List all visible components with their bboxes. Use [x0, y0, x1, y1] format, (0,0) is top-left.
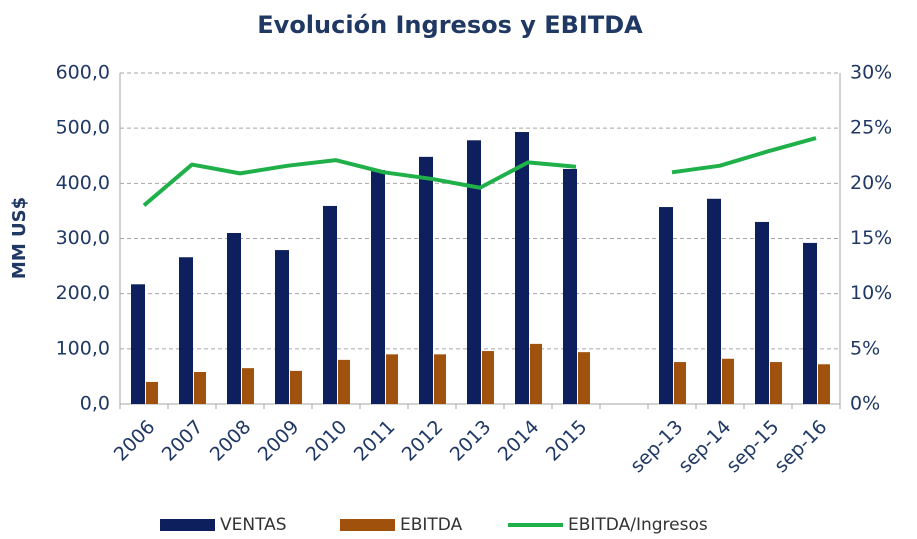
y2-tick-label: 10%: [850, 282, 892, 304]
bar: [419, 156, 433, 404]
y-tick-label: 500,0: [56, 117, 110, 139]
x-tick-label: 2006: [110, 416, 160, 466]
y-tick-label: 200,0: [56, 282, 110, 304]
bar: [530, 343, 542, 404]
bar: [242, 368, 254, 404]
x-tick-label: 2013: [446, 416, 496, 466]
x-tick-label: 2014: [494, 416, 544, 466]
bar: [323, 205, 337, 404]
x-tick-label: 2010: [302, 416, 352, 466]
bar: [194, 372, 206, 404]
x-tick-label: 2012: [398, 416, 448, 466]
y2-tick-label: 15%: [850, 227, 892, 249]
y-axis-title: MM US$: [9, 197, 30, 279]
bar: [227, 232, 241, 404]
bar: [563, 168, 577, 404]
y2-tick-label: 5%: [850, 337, 880, 359]
x-tick-label: sep-16: [770, 416, 831, 477]
legend-label: EBITDA/Ingresos: [568, 515, 708, 535]
bar: [707, 198, 721, 404]
bar: [338, 359, 350, 404]
x-tick-label: sep-13: [626, 416, 687, 477]
x-tick-label: 2015: [542, 416, 592, 466]
bar: [755, 221, 769, 404]
legend-label: VENTAS: [220, 515, 287, 535]
y2-tick-label: 25%: [850, 117, 892, 139]
y-tick-label: 400,0: [56, 172, 110, 194]
y-tick-label: 300,0: [56, 227, 110, 249]
bar: [803, 242, 817, 404]
bar: [290, 370, 302, 404]
bar: [146, 381, 158, 404]
bar: [275, 250, 289, 404]
bar: [515, 132, 529, 405]
line: [142, 136, 817, 207]
x-tick-label: 2011: [350, 416, 400, 466]
chart-title: Evolución Ingresos y EBITDA: [257, 11, 643, 39]
y2-tick-label: 0%: [850, 393, 880, 415]
x-tick-label: sep-15: [722, 416, 783, 477]
bar: [770, 362, 782, 404]
bar: [179, 257, 193, 404]
x-tick-label: sep-14: [674, 416, 735, 477]
bar: [131, 284, 145, 404]
bar: [659, 207, 673, 404]
y-tick-label: 100,0: [56, 337, 110, 359]
bar: [818, 364, 830, 404]
y-tick-label: 0,0: [80, 393, 110, 415]
y2-tick-label: 30%: [850, 62, 892, 84]
bar: [467, 140, 481, 404]
x-tick-label: 2008: [206, 416, 256, 466]
legend-label: EBITDA: [400, 515, 463, 535]
bar: [434, 354, 446, 404]
x-tick-label: 2009: [254, 416, 304, 466]
x-tick-label: 2007: [158, 416, 208, 466]
bar: [386, 354, 398, 404]
legend-swatch: [160, 519, 215, 531]
legend-swatch: [340, 519, 395, 531]
bar: [722, 358, 734, 404]
bar: [578, 352, 590, 404]
bar: [674, 362, 686, 404]
y-tick-label: 600,0: [56, 62, 110, 84]
bar: [371, 170, 385, 404]
y2-tick-label: 20%: [850, 172, 892, 194]
bar: [482, 351, 494, 404]
